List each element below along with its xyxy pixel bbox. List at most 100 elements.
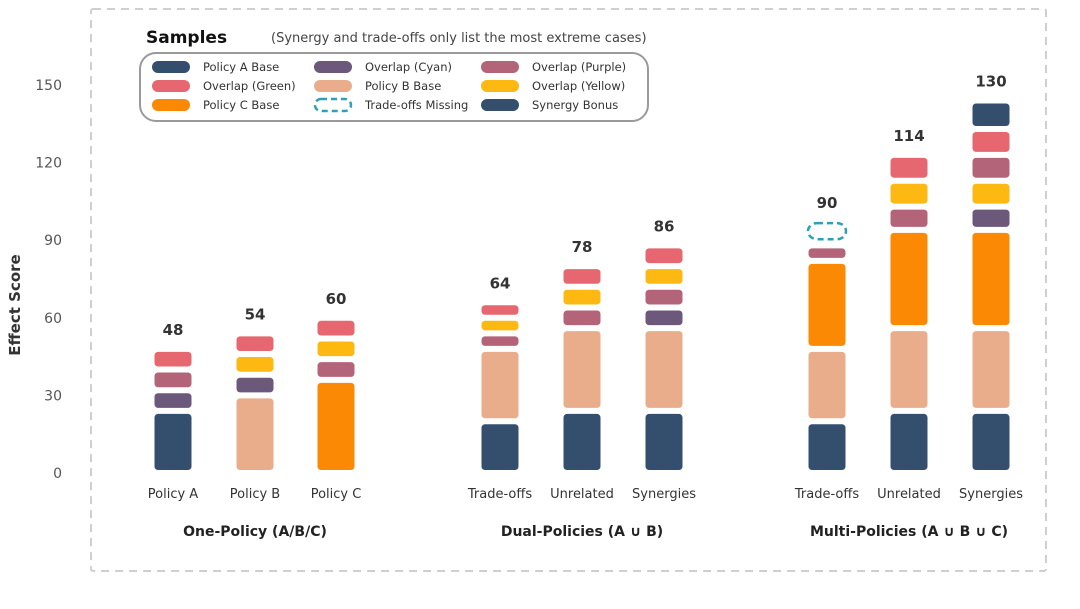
legend-label: Overlap (Green) [203, 79, 296, 93]
bar-segment-overlap-green [233, 333, 277, 355]
bar-segment-policy-c-base [805, 260, 849, 349]
legend-label: Policy C Base [203, 98, 279, 112]
bar-segment-policy-a-base [805, 421, 849, 473]
legend-items: Policy A Base Overlap (Green) Policy C Bas… [152, 60, 626, 113]
bar-segment-policy-b-base [969, 328, 1013, 411]
bar-segment-overlap-green [560, 266, 604, 287]
y-tick-label: 120 [35, 156, 62, 172]
bar-segment-policy-c-base [969, 229, 1013, 329]
legend-swatch-trade-offs-missing [313, 97, 353, 113]
bar-segment-policy-a-base [969, 410, 1013, 474]
bar-segment-overlap-purple [151, 369, 195, 391]
legend-label: Policy A Base [203, 60, 279, 74]
bar-segment-overlap-cyan [233, 374, 277, 396]
bar-segment-overlap-yellow [642, 266, 686, 287]
legend-label: Policy B Base [365, 79, 441, 93]
bar-category-label: Policy C [311, 487, 362, 502]
legend-swatch [314, 80, 352, 92]
legend-box [139, 52, 649, 122]
legend-label: Overlap (Cyan) [365, 60, 452, 74]
y-axis-label: Effect Score [6, 254, 24, 355]
bar-segment-overlap-purple [642, 286, 686, 308]
y-tick-label: 60 [44, 311, 62, 327]
bar-category-label: Unrelated [877, 487, 941, 502]
bar-segment-policy-a-base [478, 421, 522, 473]
group-label: One-Policy (A/B/C) [183, 524, 327, 540]
bar-segment-overlap-yellow [233, 354, 277, 375]
bars [151, 100, 1013, 474]
legend-swatch [314, 61, 352, 73]
bar-total-label: 90 [817, 194, 838, 212]
bar-total-label: 54 [245, 305, 266, 323]
y-tick-label: 30 [44, 388, 62, 404]
bar-segment-policy-b-base [887, 328, 931, 411]
bar-segment-policy-a-base [642, 410, 686, 474]
legend-title: Samples [146, 28, 227, 48]
bar-category-label: Policy B [230, 487, 280, 502]
bar-category-label: Trade-offs [467, 487, 532, 502]
bar-segment-policy-a-base [887, 410, 931, 474]
legend-swatch [481, 61, 519, 73]
bar-category-label: Synergies [632, 487, 696, 502]
legend-swatch [152, 61, 190, 73]
bar-total-label: 86 [654, 217, 675, 235]
bar-category-label: Trade-offs [794, 487, 859, 502]
bar-segment-overlap-purple [314, 359, 358, 380]
chart-frame [90, 8, 1047, 572]
bar-total-label: 78 [572, 238, 593, 256]
legend-label: Synergy Bonus [532, 98, 618, 112]
bar-segment-synergy-bonus [969, 100, 1013, 129]
bar-segment-overlap-green [151, 348, 195, 370]
y-axis: 0 30 60 90 120 150 [35, 78, 62, 482]
bar-segment-overlap-green [969, 128, 1013, 155]
bar-segment-overlap-yellow [887, 180, 931, 207]
bar-segment-overlap-yellow [314, 338, 358, 360]
legend-label: Overlap (Yellow) [532, 79, 625, 93]
bar-segment-overlap-purple [887, 206, 931, 230]
bar-segment-policy-b-base [642, 328, 686, 411]
bar-segment-overlap-cyan [642, 307, 686, 329]
bar-segment-policy-b-base [478, 348, 522, 422]
bar-segment-policy-a-base [560, 410, 604, 474]
bar-category-label: Policy A [148, 487, 199, 502]
bar-segment-policy-b-base [233, 395, 277, 473]
bar-total-label: 64 [490, 274, 511, 292]
bar-segment-overlap-cyan [969, 206, 1013, 230]
bar-segment-overlap-yellow [969, 180, 1013, 207]
bar-segment-policy-b-base [560, 328, 604, 411]
legend-swatch [481, 80, 519, 92]
bar-total-label: 130 [975, 73, 1006, 91]
legend-swatch [152, 99, 190, 111]
labels: One-Policy (A/B/C) 48 Policy A 54 Policy B 60… [148, 73, 1023, 540]
bar-total-label: 114 [893, 127, 924, 145]
bar-segment-policy-c-base [314, 379, 358, 474]
bar-segment-overlap-yellow [478, 317, 522, 334]
bar-segment-overlap-cyan [151, 390, 195, 411]
group-label: Multi-Policies (A ∪ B ∪ C) [810, 524, 1008, 540]
bar-segment-policy-c-base [887, 229, 931, 329]
bar-segment-overlap-green [642, 245, 686, 267]
legend-swatch [152, 80, 190, 92]
bar-segment-policy-b-base [805, 348, 849, 422]
y-tick-label: 90 [44, 233, 62, 249]
bar-segment-overlap-green [887, 154, 931, 181]
bar-total-label: 60 [326, 290, 347, 308]
bar-total-label: 48 [163, 321, 184, 339]
bar-segment-overlap-purple [805, 245, 849, 261]
bar-segment-overlap-yellow [560, 286, 604, 308]
legend-label: Overlap (Purple) [532, 60, 626, 74]
legend-subtitle: (Synergy and trade-offs only list the mo… [271, 31, 647, 46]
legend-label: Trade-offs Missing [364, 98, 468, 112]
bar-segment-overlap-green [478, 302, 522, 318]
y-tick-label: 0 [53, 466, 62, 482]
bar-segment-overlap-purple [560, 307, 604, 329]
bar-segment-policy-a-base [151, 410, 195, 474]
bar-category-label: Unrelated [550, 487, 614, 502]
group-label: Dual-Policies (A ∪ B) [501, 524, 663, 540]
bar-segment-trade-offs-missing [806, 221, 848, 241]
y-tick-label: 150 [35, 78, 62, 94]
bar-segment-overlap-green [314, 317, 358, 339]
legend-swatch [481, 99, 519, 111]
bar-category-label: Synergies [959, 487, 1023, 502]
